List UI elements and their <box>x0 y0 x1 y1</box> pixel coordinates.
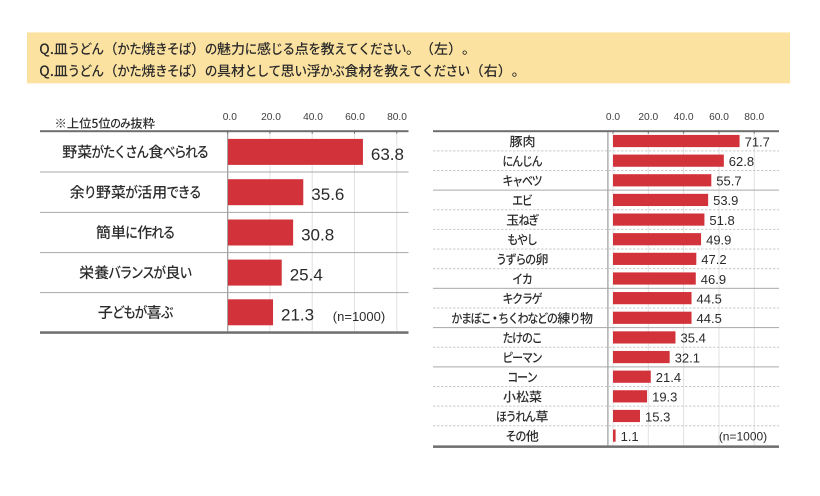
svg-text:44.5: 44.5 <box>697 291 722 306</box>
svg-text:53.9: 53.9 <box>713 193 738 208</box>
svg-text:25.4: 25.4 <box>290 266 323 285</box>
svg-text:15.3: 15.3 <box>645 409 670 424</box>
svg-text:60.0: 60.0 <box>709 112 729 123</box>
svg-text:20.0: 20.0 <box>261 112 281 123</box>
svg-text:46.9: 46.9 <box>701 272 726 287</box>
svg-text:21.4: 21.4 <box>656 370 681 385</box>
svg-text:49.9: 49.9 <box>706 233 731 248</box>
svg-text:62.8: 62.8 <box>729 154 754 169</box>
svg-text:32.1: 32.1 <box>675 350 700 365</box>
svg-text:20.0: 20.0 <box>638 112 658 123</box>
svg-text:40.0: 40.0 <box>674 112 694 123</box>
svg-text:63.8: 63.8 <box>371 145 404 164</box>
svg-text:40.0: 40.0 <box>303 112 323 123</box>
svg-text:51.8: 51.8 <box>709 213 734 228</box>
svg-text:19.3: 19.3 <box>652 390 677 405</box>
svg-text:47.2: 47.2 <box>701 252 726 267</box>
svg-text:60.0: 60.0 <box>345 112 365 123</box>
svg-text:0.0: 0.0 <box>223 112 237 123</box>
svg-text:55.7: 55.7 <box>716 174 741 189</box>
svg-text:1.1: 1.1 <box>621 429 639 444</box>
svg-text:71.7: 71.7 <box>745 134 770 149</box>
svg-text:35.4: 35.4 <box>681 331 706 346</box>
svg-text:(n=1000): (n=1000) <box>333 309 385 324</box>
svg-text:21.3: 21.3 <box>281 305 314 324</box>
svg-text:80.0: 80.0 <box>387 112 407 123</box>
svg-text:30.8: 30.8 <box>301 226 334 245</box>
svg-text:44.5: 44.5 <box>697 311 722 326</box>
svg-text:80.0: 80.0 <box>744 112 764 123</box>
svg-text:0.0: 0.0 <box>606 112 620 123</box>
svg-text:(n=1000): (n=1000) <box>719 430 767 444</box>
svg-text:35.6: 35.6 <box>311 185 344 204</box>
